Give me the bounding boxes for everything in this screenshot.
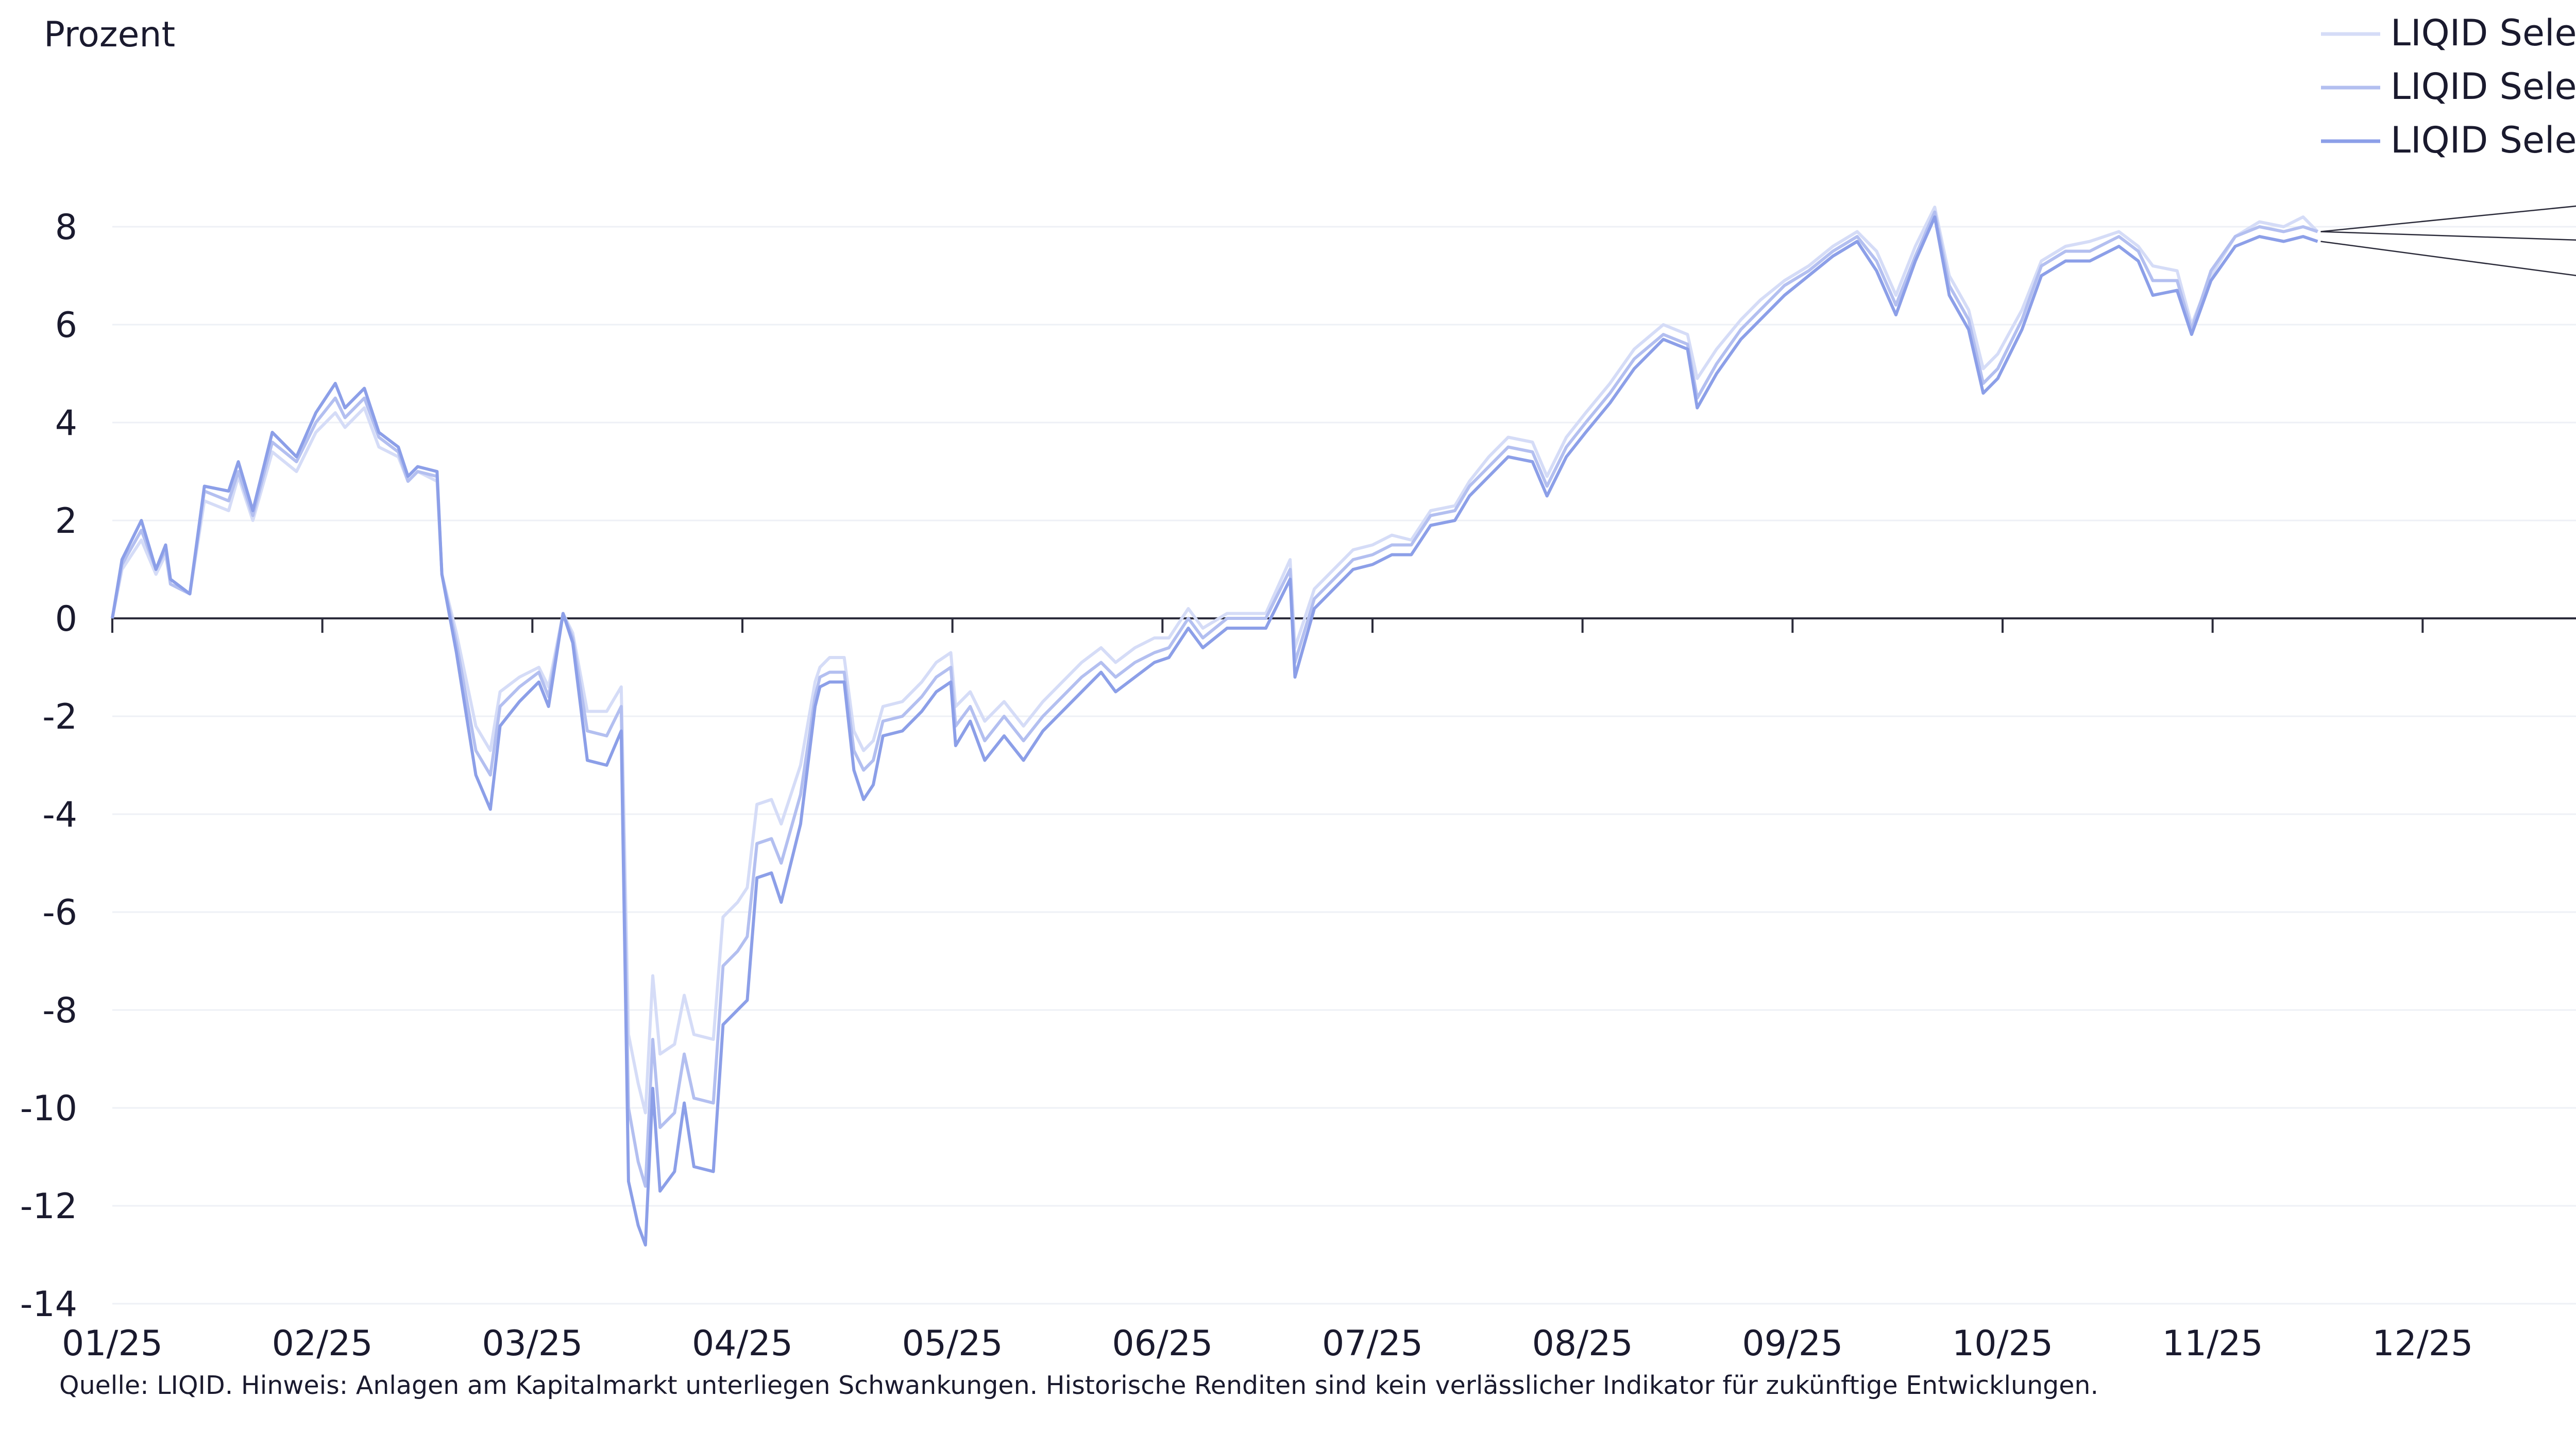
legend-label: LIQID Select 90 — [2391, 119, 2576, 161]
x-tick-label: 05/25 — [902, 1323, 1003, 1364]
series-line-1 — [111, 206, 2319, 1115]
y-tick-label: 0 — [55, 599, 77, 639]
y-tick-label: -8 — [42, 990, 77, 1031]
x-tick-label: 03/25 — [482, 1323, 583, 1364]
legend-label: LIQID Select 80 — [2391, 65, 2576, 108]
x-tick-label: 01/25 — [62, 1323, 163, 1364]
y-tick-label: -10 — [20, 1088, 77, 1129]
y-tick-label: -14 — [20, 1284, 77, 1325]
unit-label: Prozent — [44, 14, 175, 55]
y-tick-label: 8 — [55, 207, 77, 248]
x-tick-label: 12/25 — [2372, 1323, 2473, 1364]
end-label-leader — [2320, 241, 2576, 276]
y-tick-label: -6 — [42, 893, 77, 933]
y-tick-label: -2 — [42, 697, 77, 737]
x-tick-label: 04/25 — [692, 1323, 793, 1364]
x-tick-label: 10/25 — [1952, 1323, 2053, 1364]
source-note: Quelle: LIQID. Hinweis: Anlagen am Kapit… — [59, 1371, 2099, 1400]
legend-label: LIQID Select 70 — [2391, 12, 2576, 54]
y-tick-label: -12 — [20, 1186, 77, 1227]
y-tick-label: 2 — [55, 501, 77, 542]
y-tick-label: -4 — [42, 795, 77, 835]
x-tick-label: 09/25 — [1742, 1323, 1843, 1364]
gridlines — [112, 226, 2576, 1305]
y-tick-label: 4 — [55, 403, 77, 444]
series-line-2 — [111, 210, 2318, 1188]
x-tick-label: 08/25 — [1532, 1323, 1633, 1364]
x-tick-label: 06/25 — [1112, 1323, 1213, 1364]
y-tick-label: 6 — [55, 305, 77, 346]
series-lines — [111, 206, 2319, 1247]
axes — [111, 617, 2576, 633]
series-line-3 — [111, 215, 2318, 1247]
x-tick-label: 07/25 — [1322, 1323, 1423, 1364]
x-tick-label: 02/25 — [272, 1323, 373, 1364]
end-label-leader — [2320, 231, 2576, 241]
end-label-leader — [2320, 205, 2576, 232]
x-tick-label: 11/25 — [2162, 1323, 2263, 1364]
